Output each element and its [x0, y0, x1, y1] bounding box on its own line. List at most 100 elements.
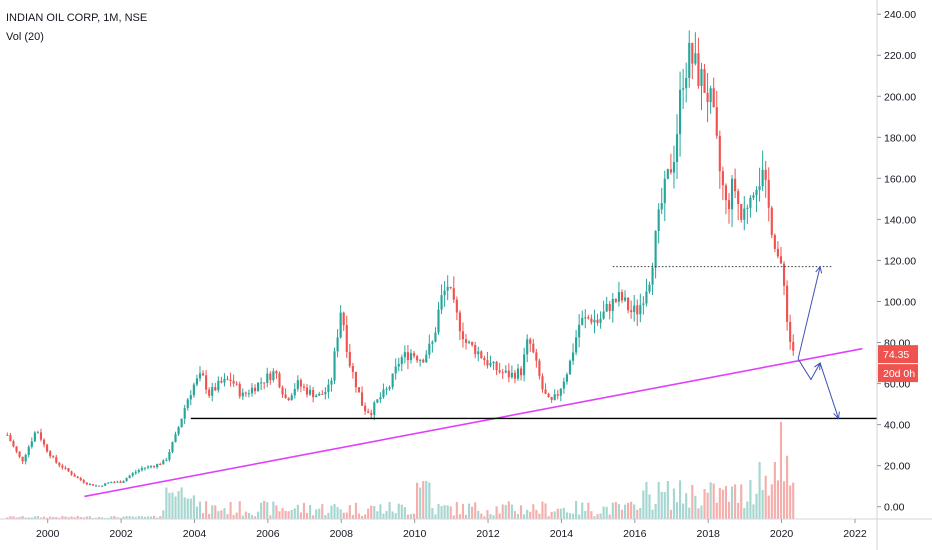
- candle-body: [648, 284, 651, 292]
- volume-bar: [391, 511, 394, 519]
- candle-body: [168, 452, 171, 460]
- volume-bar: [360, 516, 364, 519]
- candle-body: [403, 352, 406, 358]
- candle-body: [388, 387, 391, 389]
- volume-bar: [446, 505, 449, 519]
- x-tick-label: 2002: [109, 528, 133, 540]
- volume-bar: [526, 509, 529, 519]
- candle-body: [52, 456, 55, 458]
- candle-body: [709, 88, 712, 103]
- volume-bar: [468, 503, 471, 519]
- volume-bar: [208, 513, 211, 519]
- candle-body: [703, 69, 706, 93]
- candle-body: [308, 389, 312, 395]
- volume-bar: [241, 515, 244, 519]
- candle-body: [143, 467, 147, 469]
- candle-body: [244, 392, 247, 394]
- candle-body: [131, 473, 134, 476]
- candle-body: [605, 304, 608, 312]
- candle-body: [740, 204, 743, 220]
- candle-body: [137, 470, 140, 472]
- candle-body: [593, 319, 596, 323]
- candle-body: [284, 394, 287, 399]
- candle-body: [186, 399, 189, 409]
- projection-arrow: [797, 266, 821, 360]
- candle-body: [538, 360, 541, 377]
- candle-body: [556, 394, 559, 396]
- candle-body: [30, 441, 33, 447]
- volume-bar: [88, 516, 91, 519]
- candle-body: [516, 368, 520, 379]
- volume-bar: [767, 495, 770, 519]
- candle-body: [550, 396, 553, 400]
- volume-bar: [312, 515, 315, 519]
- candle-body: [584, 317, 587, 319]
- volume-bar: [590, 511, 593, 519]
- candle-body: [370, 412, 373, 415]
- candle-body: [578, 324, 581, 338]
- candle-body: [611, 299, 614, 311]
- y-tick-label: 220.00: [884, 50, 916, 62]
- volume-bar: [58, 517, 61, 519]
- volume-bar: [27, 517, 30, 519]
- candle-body: [104, 483, 107, 486]
- candle-body: [27, 446, 30, 455]
- volume-bar: [669, 509, 672, 519]
- volume-bar: [519, 505, 523, 519]
- volume-bar: [645, 481, 648, 519]
- volume-bar: [406, 514, 409, 519]
- candle-body: [373, 402, 376, 415]
- volume-bar: [749, 479, 752, 519]
- volume-bar: [599, 513, 602, 519]
- volume-bar: [666, 481, 669, 519]
- volume-bar: [296, 504, 299, 519]
- volume-bar: [149, 516, 153, 519]
- volume-bar: [143, 516, 147, 519]
- candle-body: [21, 456, 24, 462]
- volume-bar: [428, 482, 431, 519]
- candle-body: [666, 169, 669, 179]
- candle-body: [58, 462, 61, 466]
- volume-bar: [107, 517, 110, 519]
- volume-bar: [330, 505, 333, 519]
- y-tick-label: 180.00: [884, 132, 916, 144]
- candle-body: [697, 53, 700, 86]
- candle-body: [715, 107, 718, 136]
- candle-body: [526, 339, 529, 355]
- candle-body: [134, 471, 137, 474]
- candle-body: [91, 484, 95, 486]
- candle-body: [617, 292, 620, 302]
- candle-body: [149, 466, 153, 468]
- arrow-head: [815, 265, 823, 274]
- volume-bar: [220, 510, 223, 519]
- candle-body: [253, 387, 257, 392]
- candle-body: [590, 318, 593, 323]
- candle-body: [507, 370, 510, 378]
- candle-body: [776, 248, 779, 257]
- volume-bar: [73, 517, 76, 519]
- candle-body: [12, 441, 15, 447]
- candle-body: [712, 88, 715, 108]
- x-tick-label: 2010: [403, 528, 427, 540]
- candle-body: [201, 373, 205, 376]
- volume-bar: [697, 508, 700, 519]
- candle-body: [734, 178, 737, 192]
- countdown-badge: [878, 364, 918, 383]
- candle-body: [18, 451, 21, 457]
- volume-indicator-label[interactable]: Vol (20): [6, 31, 44, 43]
- candle-body: [786, 285, 789, 322]
- volume-bar: [46, 517, 49, 519]
- candle-body: [400, 357, 403, 364]
- candle-body: [614, 299, 617, 302]
- candle-body: [700, 69, 703, 86]
- volume-bar: [464, 514, 468, 519]
- x-tick-label: 2016: [623, 528, 647, 540]
- volume-bar: [125, 516, 128, 519]
- volume-bar: [373, 505, 376, 519]
- volume-bar: [706, 492, 709, 519]
- candle-body: [113, 482, 116, 484]
- candle-body: [483, 358, 486, 361]
- candle-body: [758, 186, 761, 190]
